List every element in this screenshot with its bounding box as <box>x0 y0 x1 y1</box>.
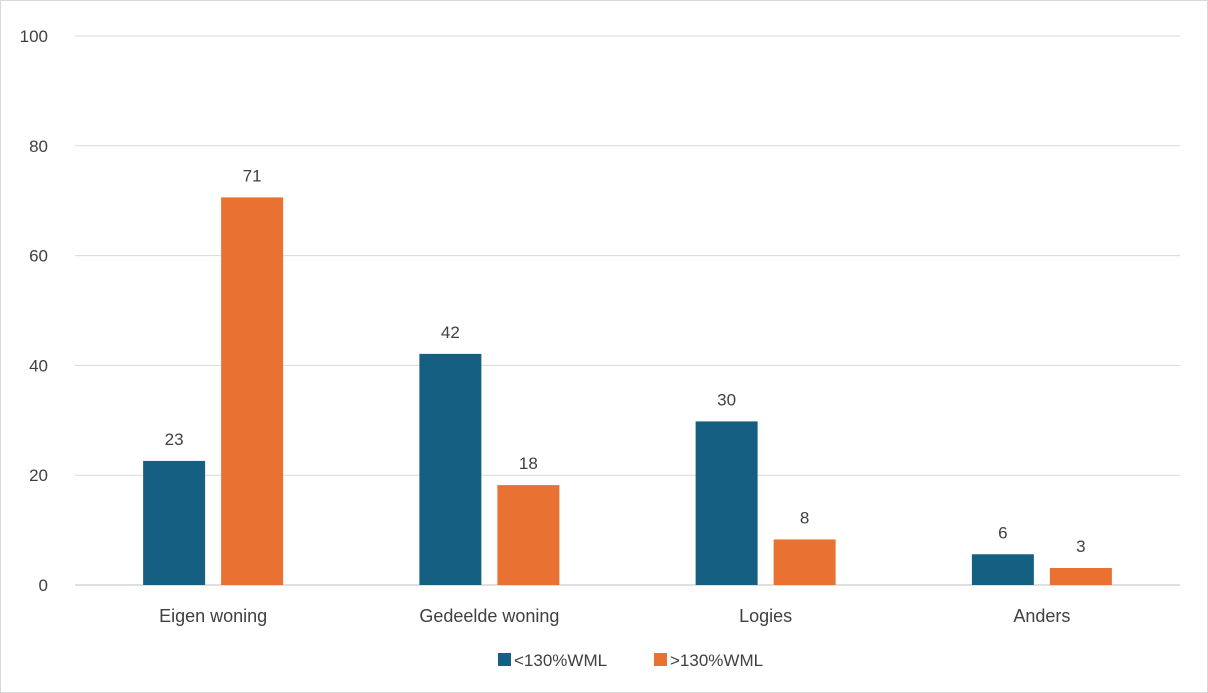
x-tick-label: Anders <box>1013 606 1070 626</box>
bar <box>497 485 560 585</box>
data-label: 42 <box>441 323 460 342</box>
bar <box>419 353 482 585</box>
data-label: 71 <box>243 166 262 185</box>
bar <box>695 421 758 585</box>
x-tick-label: Logies <box>739 606 792 626</box>
data-label: 30 <box>717 390 736 409</box>
bar <box>971 554 1034 585</box>
bar <box>143 460 206 585</box>
data-label: 23 <box>165 430 184 449</box>
y-tick-label: 80 <box>29 137 48 156</box>
data-label: 8 <box>800 508 809 527</box>
x-tick-label: Gedeelde woning <box>419 606 559 626</box>
data-label: 3 <box>1076 537 1085 556</box>
bar <box>773 539 836 585</box>
y-tick-label: 60 <box>29 247 48 266</box>
data-label: 6 <box>998 523 1007 542</box>
y-tick-label: 20 <box>29 466 48 485</box>
y-tick-label: 0 <box>39 576 48 595</box>
y-tick-label: 100 <box>20 27 48 46</box>
legend-label: >130%WML <box>670 651 763 670</box>
legend-swatch <box>498 653 511 666</box>
x-tick-label: Eigen woning <box>159 606 267 626</box>
bar <box>221 197 284 585</box>
data-label: 18 <box>519 454 538 473</box>
y-tick-label: 40 <box>29 356 48 375</box>
legend-label: <130%WML <box>514 651 607 670</box>
bar <box>1049 567 1112 585</box>
legend-swatch <box>654 653 667 666</box>
